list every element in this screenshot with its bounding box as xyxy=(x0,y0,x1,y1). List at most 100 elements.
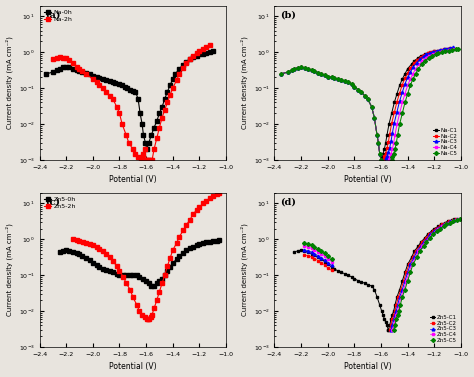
Na-C1 xyxy=(316,70,321,75)
Zn5-2h xyxy=(142,314,147,319)
Na-C1 xyxy=(302,66,308,70)
Na-C1 xyxy=(372,115,377,120)
Zn5-C1 xyxy=(384,323,390,328)
Na-C1 xyxy=(378,158,384,162)
Na-C3 xyxy=(362,94,368,98)
Zn5-2h xyxy=(90,243,96,247)
Na-0h xyxy=(210,49,216,54)
Zn5-2h xyxy=(100,249,106,253)
Zn5-C3 xyxy=(318,256,324,260)
Zn5-C3 xyxy=(316,253,321,258)
Na-2h xyxy=(83,72,89,76)
Zn5-2h xyxy=(137,309,142,313)
Zn5-0h xyxy=(94,263,100,268)
Na-C5 xyxy=(296,66,301,70)
Zn5-C1 xyxy=(336,269,341,273)
Zn5-C1 xyxy=(380,313,386,317)
Zn5-2h xyxy=(70,237,76,242)
Zn5-C1 xyxy=(338,270,344,275)
Zn5-C1 xyxy=(372,287,377,292)
Zn5-2h xyxy=(97,247,102,251)
Na-C5 xyxy=(318,72,324,76)
Na-C1 xyxy=(365,97,371,101)
Zn5-2h xyxy=(201,201,206,206)
Na-C3 xyxy=(322,73,328,77)
Na-C5 xyxy=(342,78,348,83)
Zn5-2h xyxy=(151,306,157,311)
Zn5-C1 xyxy=(374,294,380,299)
Zn5-0h xyxy=(217,238,222,242)
Na-C2 xyxy=(331,76,337,80)
Na-C5 xyxy=(302,66,308,70)
Na-2h xyxy=(207,43,213,48)
Na-C4 xyxy=(336,77,341,81)
Na-C2 xyxy=(329,75,335,80)
Zn5-C1 xyxy=(301,249,307,253)
Zn5-C4 xyxy=(325,257,330,262)
Na-C4 xyxy=(296,66,301,70)
Na-C5 xyxy=(322,73,328,77)
Zn5-0h xyxy=(214,238,219,243)
Na-C1 xyxy=(345,80,351,84)
Na-0h xyxy=(170,77,175,81)
Na-C2 xyxy=(316,70,321,75)
Na-C4 xyxy=(372,115,377,120)
Na-C5 xyxy=(372,115,377,120)
Na-C4 xyxy=(325,74,330,79)
Na-C2 xyxy=(318,72,324,76)
Zn5-C2 xyxy=(305,253,310,258)
Na-C5 xyxy=(285,70,291,74)
Zn5-2h xyxy=(120,274,126,279)
Na-0h xyxy=(148,133,154,137)
Na-C5 xyxy=(374,133,380,137)
Zn5-C3 xyxy=(301,247,307,252)
Na-C3 xyxy=(345,80,351,84)
Legend: Zn5-0h, Zn5-2h: Zn5-0h, Zn5-2h xyxy=(43,196,77,210)
Na-C2 xyxy=(336,77,341,81)
Line: Zn5-2h: Zn5-2h xyxy=(71,191,221,321)
Zn5-C1 xyxy=(298,248,304,253)
Zn5-2h xyxy=(156,290,162,294)
Zn5-C2 xyxy=(311,256,317,261)
Na-C4 xyxy=(375,141,381,145)
Na-C2 xyxy=(369,105,374,109)
Zn5-C4 xyxy=(311,248,317,252)
Na-C2 xyxy=(365,97,371,101)
Na-C3 xyxy=(318,72,324,76)
Na-C3 xyxy=(349,82,355,86)
Na-C2 xyxy=(352,84,357,89)
Zn5-C5 xyxy=(329,256,335,261)
Zn5-2h xyxy=(123,281,129,285)
Na-C4 xyxy=(377,151,383,156)
Na-C1 xyxy=(325,74,330,79)
Line: Na-2h: Na-2h xyxy=(51,44,212,162)
Zn5-C1 xyxy=(362,281,368,285)
Na-C4 xyxy=(285,70,291,74)
Na-C5 xyxy=(278,72,284,76)
Zn5-C5 xyxy=(309,243,315,248)
Na-C5 xyxy=(311,69,317,73)
Zn5-C2 xyxy=(301,252,307,257)
Na-C3 xyxy=(375,141,381,145)
Zn5-C1 xyxy=(322,259,328,264)
Zn5-2h xyxy=(107,255,113,259)
Na-C5 xyxy=(369,105,374,109)
Na-C3 xyxy=(365,97,371,101)
Na-C5 xyxy=(316,70,321,75)
Na-C3 xyxy=(302,66,308,70)
Zn5-C1 xyxy=(345,273,351,277)
Na-C5 xyxy=(375,141,381,145)
Na-C1 xyxy=(352,84,357,89)
Zn5-C2 xyxy=(316,258,321,263)
Zn5-C3 xyxy=(322,258,328,262)
Na-C1 xyxy=(358,89,364,94)
X-axis label: Potential (V): Potential (V) xyxy=(344,362,392,371)
Zn5-2h xyxy=(146,317,152,321)
Zn5-2h xyxy=(149,313,155,317)
Zn5-2h xyxy=(144,317,150,321)
Zn5-C1 xyxy=(316,255,321,259)
Zn5-C3 xyxy=(311,251,317,256)
Na-C2 xyxy=(325,74,330,79)
Na-C4 xyxy=(292,66,297,71)
Na-C4 xyxy=(342,78,348,83)
